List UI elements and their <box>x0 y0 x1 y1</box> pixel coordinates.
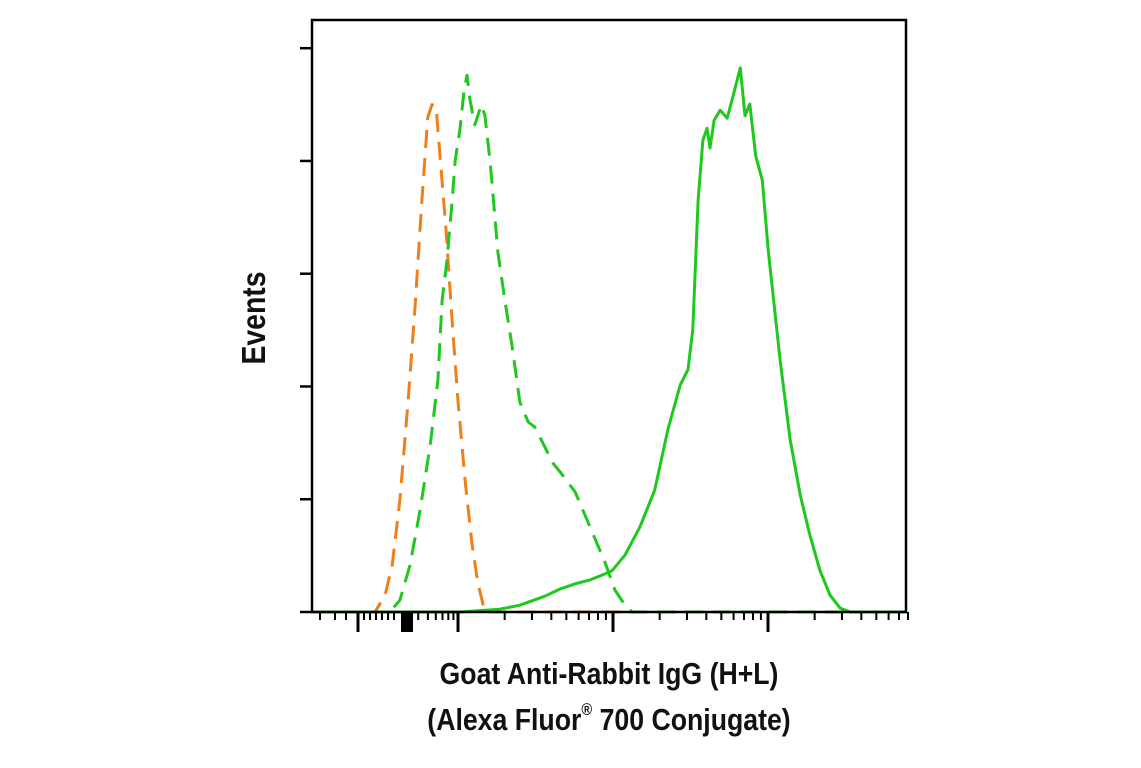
y-axis-label: Events <box>235 271 272 365</box>
series-line-isotype-control <box>312 103 906 614</box>
x-tick-cluster <box>401 612 413 632</box>
series-line-stained <box>312 66 906 614</box>
x-axis-label-line2: (Alexa Fluor® 700 Conjugate) <box>265 700 953 738</box>
registered-mark: ® <box>581 700 593 719</box>
x-axis-label-part: (Alexa Fluor <box>427 702 582 737</box>
x-axis-label-part: 700 Conjugate) <box>592 702 791 737</box>
series-line-secondary-only <box>312 73 906 614</box>
plot-frame <box>310 18 908 614</box>
x-axis-label-line1: Goat Anti-Rabbit IgG (H+L) <box>439 656 779 691</box>
